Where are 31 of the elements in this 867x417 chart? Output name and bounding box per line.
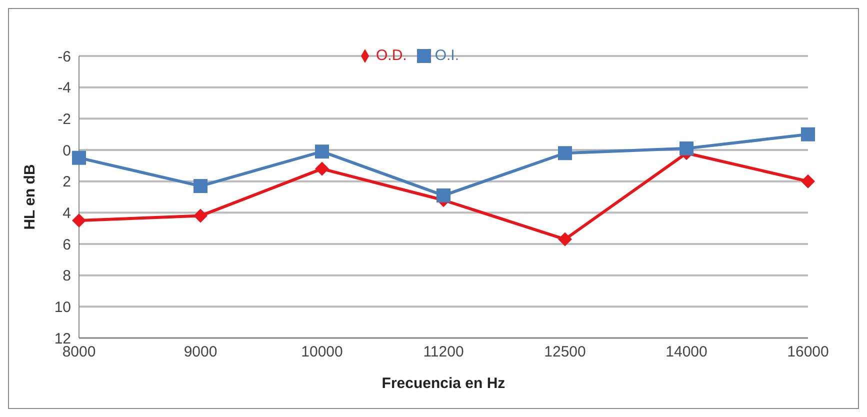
x-axis-title: Frecuencia en Hz — [382, 375, 506, 392]
x-tick-label: 12500 — [544, 344, 586, 361]
point — [680, 141, 694, 156]
y-tick-label: 10 — [54, 298, 71, 316]
y-tick-label: -6 — [58, 48, 71, 66]
point — [315, 162, 329, 176]
y-tick-label: 8 — [62, 268, 71, 285]
x-tick-label: 11200 — [423, 344, 464, 361]
point — [72, 214, 86, 228]
point — [558, 232, 572, 246]
y-tick-label: 0 — [62, 142, 71, 160]
point — [801, 174, 815, 188]
x-tick-label: 14000 — [666, 344, 708, 361]
point — [436, 188, 450, 202]
point — [72, 150, 86, 165]
x-tick-label: 10000 — [301, 344, 343, 361]
y-tick-label: 6 — [62, 236, 71, 254]
point — [801, 127, 815, 142]
legend-label: O.D. — [376, 47, 407, 64]
x-tick-label: 16000 — [787, 344, 829, 361]
point — [558, 146, 572, 160]
point — [194, 208, 208, 223]
point — [194, 179, 208, 194]
legend-label: O.I. — [434, 47, 459, 64]
x-tick-label: 9000 — [184, 344, 218, 361]
y-tick-label: -4 — [58, 80, 71, 97]
y-axis-title: HL en dB — [21, 164, 38, 230]
y-tick-label: 4 — [62, 204, 71, 222]
y-tick-label: 2 — [62, 174, 71, 191]
y-tick-label: -2 — [58, 110, 71, 128]
point — [315, 144, 329, 159]
